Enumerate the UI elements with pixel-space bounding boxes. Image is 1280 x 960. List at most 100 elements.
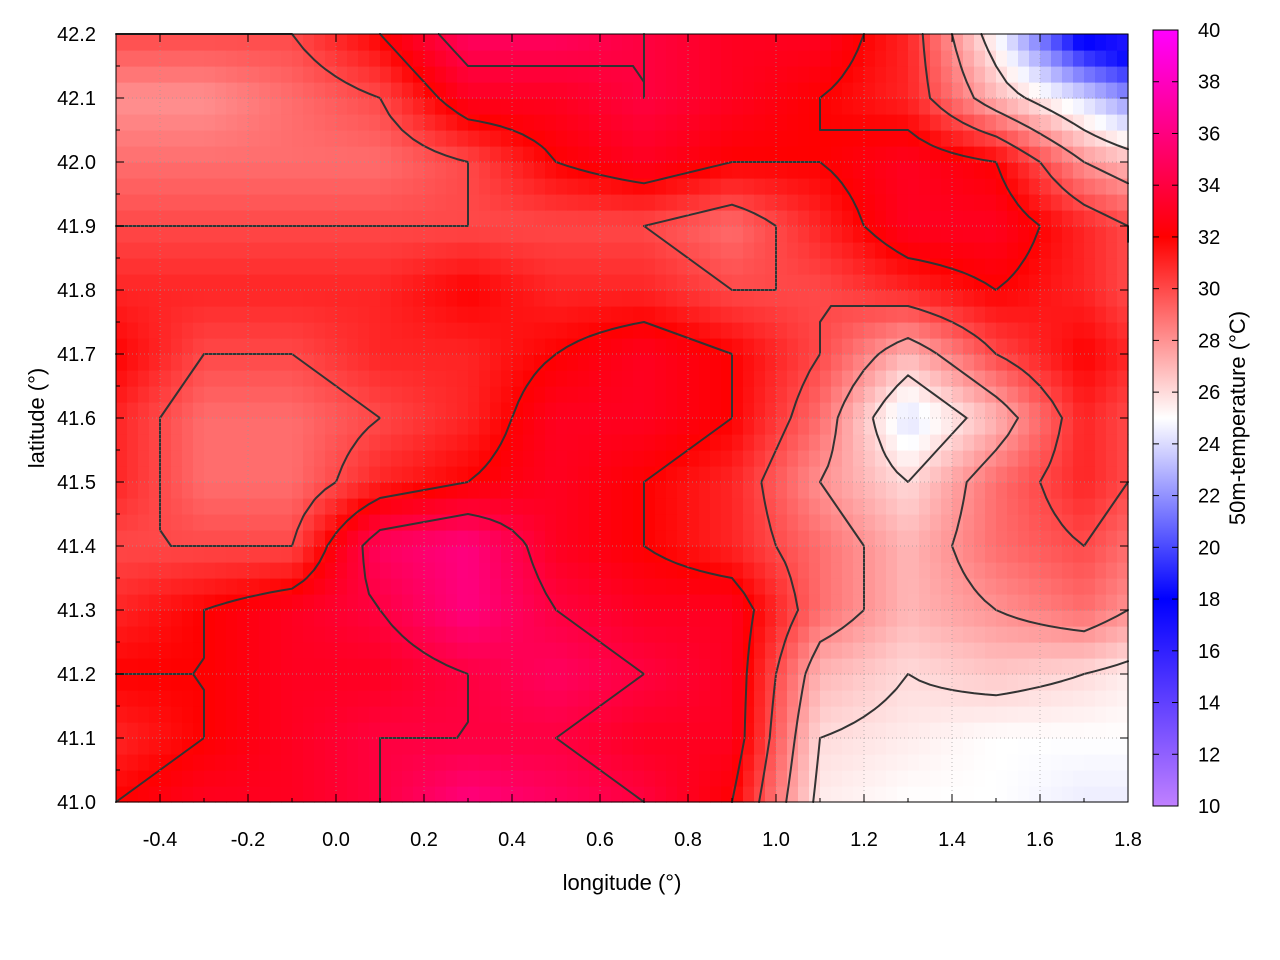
heatmap-cell [215, 322, 227, 339]
heatmap-cell [864, 162, 876, 179]
heatmap-cell [600, 514, 612, 531]
heatmap-cell [754, 770, 766, 787]
heatmap-cell [941, 402, 953, 419]
heatmap-cell [1007, 306, 1019, 323]
heatmap-cell [303, 338, 315, 355]
heatmap-cell [1040, 482, 1052, 499]
heatmap-cell [633, 594, 645, 611]
heatmap-cell [908, 754, 920, 771]
heatmap-cell [820, 674, 832, 691]
heatmap-cell [908, 98, 920, 115]
heatmap-cell [479, 130, 491, 147]
y-tick-label: 41.7 [57, 344, 96, 366]
heatmap-cell [479, 162, 491, 179]
heatmap-cell [259, 82, 271, 99]
heatmap-cell [1040, 370, 1052, 387]
heatmap-cell [567, 578, 579, 595]
heatmap-cell [149, 690, 161, 707]
heatmap-cell [545, 66, 557, 83]
heatmap-cell [1051, 66, 1063, 83]
heatmap-cell [688, 450, 700, 467]
heatmap-cell [996, 82, 1008, 99]
heatmap-cell [204, 706, 216, 723]
heatmap-cell [644, 146, 656, 163]
heatmap-cell [556, 34, 568, 51]
heatmap-cell [886, 706, 898, 723]
heatmap-cell [479, 770, 491, 787]
heatmap-cell [391, 226, 403, 243]
heatmap-cell [732, 674, 744, 691]
heatmap-cell [1062, 338, 1074, 355]
heatmap-cell [1117, 594, 1129, 611]
heatmap-cell [864, 466, 876, 483]
heatmap-cell [259, 418, 271, 435]
heatmap-cell [479, 546, 491, 563]
heatmap-cell [248, 578, 260, 595]
heatmap-cell [1084, 578, 1096, 595]
heatmap-cell [336, 322, 348, 339]
heatmap-cell [633, 226, 645, 243]
heatmap-cell [853, 34, 865, 51]
heatmap-cell [347, 338, 359, 355]
heatmap-cell [974, 482, 986, 499]
heatmap-cell [556, 642, 568, 659]
heatmap-cell [776, 658, 788, 675]
heatmap-cell [292, 546, 304, 563]
heatmap-cell [908, 450, 920, 467]
heatmap-cell [677, 338, 689, 355]
heatmap-cell [985, 402, 997, 419]
heatmap-cell [754, 754, 766, 771]
heatmap-cell [875, 530, 887, 547]
heatmap-cell [435, 386, 447, 403]
heatmap-cell [886, 258, 898, 275]
heatmap-cell [347, 594, 359, 611]
heatmap-cell [314, 690, 326, 707]
heatmap-cell [963, 322, 975, 339]
heatmap-cell [512, 610, 524, 627]
heatmap-cell [413, 690, 425, 707]
heatmap-cell [193, 306, 205, 323]
heatmap-cell [281, 82, 293, 99]
heatmap-cell [424, 242, 436, 259]
heatmap-cell [952, 274, 964, 291]
heatmap-cell [1095, 786, 1107, 803]
heatmap-cell [864, 370, 876, 387]
heatmap-cell [523, 162, 535, 179]
heatmap-cell [149, 642, 161, 659]
heatmap-cell [765, 226, 777, 243]
heatmap-cell [303, 642, 315, 659]
heatmap-cell [611, 50, 623, 67]
heatmap-cell [149, 738, 161, 755]
heatmap-cell [567, 50, 579, 67]
heatmap-cell [314, 178, 326, 195]
heatmap-cell [1062, 754, 1074, 771]
heatmap-cell [512, 34, 524, 51]
heatmap-cell [149, 722, 161, 739]
heatmap-cell [677, 82, 689, 99]
heatmap-cell [149, 402, 161, 419]
heatmap-cell [897, 450, 909, 467]
heatmap-cell [336, 418, 348, 435]
heatmap-cell [886, 450, 898, 467]
heatmap-cell [644, 706, 656, 723]
heatmap-cell [633, 162, 645, 179]
heatmap-cell [644, 194, 656, 211]
heatmap-cell [743, 354, 755, 371]
heatmap-cell [611, 66, 623, 83]
heatmap-cell [358, 722, 370, 739]
heatmap-cell [127, 690, 139, 707]
heatmap-cell [446, 498, 458, 515]
heatmap-cell [523, 194, 535, 211]
heatmap-cell [919, 226, 931, 243]
heatmap-cell [908, 434, 920, 451]
heatmap-cell [226, 178, 238, 195]
heatmap-cell [754, 322, 766, 339]
heatmap-cell [666, 242, 678, 259]
heatmap-cell [545, 290, 557, 307]
heatmap-cell [193, 162, 205, 179]
heatmap-cell [314, 530, 326, 547]
heatmap-cell [303, 546, 315, 563]
heatmap-cell [1106, 338, 1118, 355]
heatmap-cell [941, 754, 953, 771]
heatmap-cell [534, 98, 546, 115]
